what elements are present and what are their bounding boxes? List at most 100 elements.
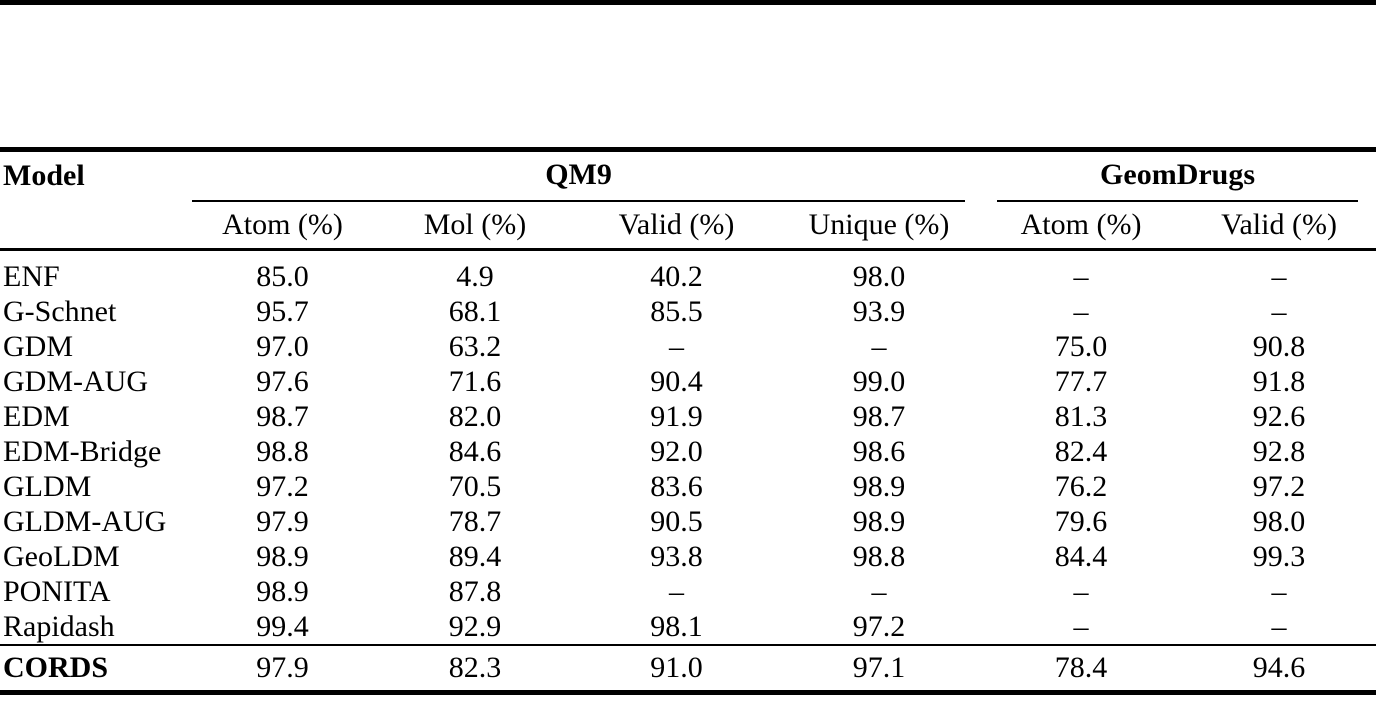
value-cell: 94.6 bbox=[1182, 644, 1376, 695]
table-row: GDM-AUG 97.6 71.6 90.4 99.0 77.7 91.8 bbox=[0, 364, 1376, 399]
value-cell: 98.0 bbox=[852, 259, 906, 293]
value-cell: 84.6 bbox=[448, 434, 502, 468]
model-cell: GLDM-AUG bbox=[3, 504, 167, 538]
value-cell: 97.2 bbox=[256, 469, 309, 503]
value-cell: 97.2 bbox=[1252, 469, 1306, 503]
value-cell: 70.5 bbox=[448, 469, 502, 503]
value-cell: – bbox=[669, 574, 684, 608]
value-cell: 4.9 bbox=[456, 259, 494, 293]
value-cell: 98.9 bbox=[256, 539, 309, 573]
value-cell: 71.6 bbox=[448, 364, 502, 398]
model-cell: GDM bbox=[3, 329, 74, 363]
value-cell: 82.0 bbox=[448, 399, 502, 433]
value-cell: – bbox=[1073, 294, 1089, 328]
qm9-group-header: QM9 bbox=[190, 150, 980, 202]
model-cell: GLDM bbox=[3, 469, 92, 503]
model-cell: PONITA bbox=[3, 574, 111, 608]
model-cell: ENF bbox=[3, 259, 60, 293]
geomdrugs-group-header: GeomDrugs bbox=[980, 150, 1376, 202]
group-header-row: Model QM9 GeomDrugs bbox=[0, 149, 1376, 251]
value-cell: 81.3 bbox=[1054, 399, 1108, 433]
sub-header-row: Atom (%) Mol (%) Valid (%) Unique (%) At… bbox=[0, 202, 1376, 251]
model-cell: Rapidash bbox=[3, 609, 115, 643]
column-header-qm9-atom: Atom (%) bbox=[190, 202, 375, 251]
value-cell: 98.9 bbox=[852, 469, 906, 503]
value-cell: 78.7 bbox=[448, 504, 502, 538]
model-column-header: Model bbox=[0, 149, 190, 251]
table-row: ENF 85.0 4.9 40.2 98.0 – – bbox=[0, 250, 1376, 295]
model-cell: G-Schnet bbox=[3, 294, 117, 328]
value-cell: – bbox=[1271, 609, 1287, 643]
value-cell: 90.8 bbox=[1252, 329, 1306, 363]
value-cell: – bbox=[1271, 259, 1287, 293]
value-cell: 98.9 bbox=[256, 574, 309, 608]
model-cell: EDM-Bridge bbox=[3, 434, 162, 468]
column-header-geomdrugs-atom: Atom (%) bbox=[980, 202, 1183, 251]
value-cell: 90.4 bbox=[650, 364, 703, 398]
value-cell: 97.9 bbox=[256, 504, 309, 538]
table-row: GLDM-AUG 97.9 78.7 90.5 98.9 79.6 98.0 bbox=[0, 504, 1376, 539]
value-cell: 89.4 bbox=[448, 539, 502, 573]
value-cell: 98.8 bbox=[256, 434, 309, 468]
value-cell: 40.2 bbox=[650, 259, 703, 293]
value-cell: 97.9 bbox=[190, 644, 375, 695]
value-cell: – bbox=[1073, 259, 1089, 293]
value-cell: 99.0 bbox=[852, 364, 906, 398]
value-cell: 92.9 bbox=[448, 609, 502, 643]
value-cell: 85.0 bbox=[256, 259, 309, 293]
value-cell: 76.2 bbox=[1054, 469, 1108, 503]
value-cell: 95.7 bbox=[256, 294, 309, 328]
value-cell: 77.7 bbox=[1054, 364, 1108, 398]
value-cell: 82.3 bbox=[375, 644, 575, 695]
value-cell: 79.6 bbox=[1054, 504, 1108, 538]
value-cell: 68.1 bbox=[448, 294, 502, 328]
value-cell: 92.6 bbox=[1252, 399, 1306, 433]
value-cell: 91.9 bbox=[650, 399, 703, 433]
value-cell: 90.5 bbox=[650, 504, 703, 538]
table-header: Model QM9 GeomDrugs Atom (%) Mol (%) Val… bbox=[0, 149, 1376, 251]
value-cell: 92.8 bbox=[1252, 434, 1306, 468]
value-cell: 98.6 bbox=[852, 434, 906, 468]
value-cell: 93.9 bbox=[852, 294, 906, 328]
value-cell: 92.0 bbox=[650, 434, 703, 468]
table-row: GLDM 97.2 70.5 83.6 98.9 76.2 97.2 bbox=[0, 469, 1376, 504]
value-cell: 97.0 bbox=[256, 329, 309, 363]
column-header-qm9-mol: Mol (%) bbox=[375, 202, 575, 251]
table-row: GeoLDM 98.9 89.4 93.8 98.8 84.4 99.3 bbox=[0, 539, 1376, 574]
value-cell: 99.4 bbox=[256, 609, 309, 643]
value-cell: 99.3 bbox=[1252, 539, 1306, 573]
qm9-group-label: QM9 bbox=[192, 152, 966, 202]
value-cell: 83.6 bbox=[650, 469, 703, 503]
value-cell: 87.8 bbox=[448, 574, 502, 608]
value-cell: 97.2 bbox=[852, 609, 906, 643]
model-cell: CORDS bbox=[0, 644, 190, 695]
value-cell: – bbox=[1073, 609, 1089, 643]
value-cell: 84.4 bbox=[1054, 539, 1108, 573]
value-cell: – bbox=[1271, 574, 1287, 608]
value-cell: 98.1 bbox=[650, 609, 703, 643]
value-cell: 98.9 bbox=[852, 504, 906, 538]
page-top-rule bbox=[0, 0, 1376, 5]
model-cell: EDM bbox=[3, 399, 70, 433]
value-cell: 63.2 bbox=[448, 329, 502, 363]
table-row: Rapidash 99.4 92.9 98.1 97.2 – – bbox=[0, 609, 1376, 645]
table-row: EDM 98.7 82.0 91.9 98.7 81.3 92.6 bbox=[0, 399, 1376, 434]
value-cell: 98.7 bbox=[256, 399, 309, 433]
column-header-qm9-unique: Unique (%) bbox=[778, 202, 981, 251]
value-cell: 82.4 bbox=[1054, 434, 1108, 468]
column-header-qm9-valid: Valid (%) bbox=[575, 202, 778, 251]
table-row: GDM 97.0 63.2 – – 75.0 90.8 bbox=[0, 329, 1376, 364]
value-cell: – bbox=[669, 329, 684, 363]
value-cell: – bbox=[1271, 294, 1287, 328]
value-cell: 97.6 bbox=[256, 364, 309, 398]
value-cell: 97.1 bbox=[778, 644, 981, 695]
value-cell: – bbox=[871, 574, 887, 608]
value-cell: – bbox=[871, 329, 887, 363]
table-footer: CORDS 97.9 82.3 91.0 97.1 78.4 94.6 bbox=[0, 644, 1376, 695]
value-cell: 98.0 bbox=[1252, 504, 1306, 538]
geomdrugs-group-label: GeomDrugs bbox=[997, 152, 1359, 202]
summary-row: CORDS 97.9 82.3 91.0 97.1 78.4 94.6 bbox=[0, 644, 1376, 695]
value-cell: – bbox=[1073, 574, 1089, 608]
value-cell: 91.0 bbox=[575, 644, 778, 695]
value-cell: 91.8 bbox=[1252, 364, 1306, 398]
